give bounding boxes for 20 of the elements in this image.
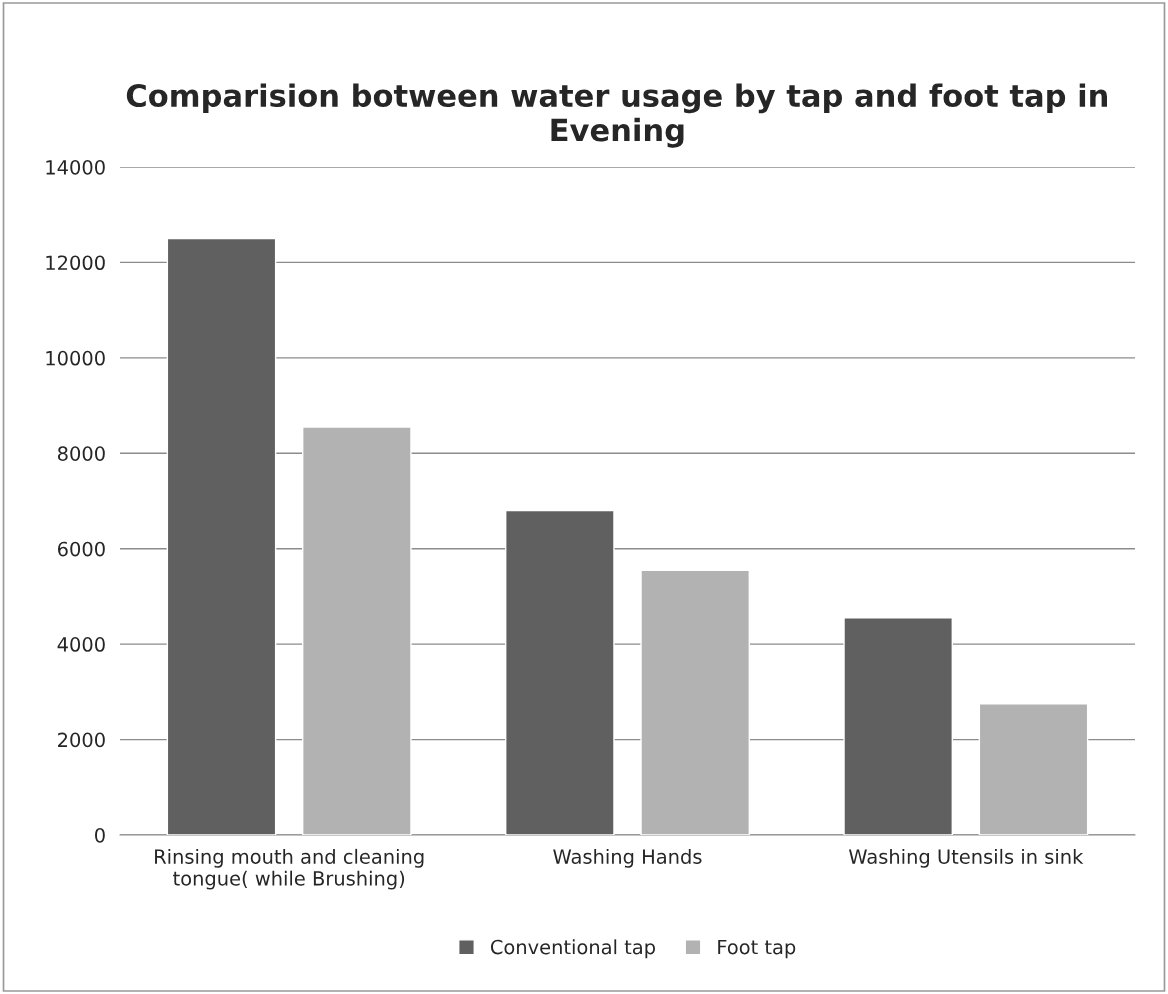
bar	[166, 237, 277, 835]
y-tick-label: 12000	[46, 255, 105, 271]
x-tick-label: Rinsing mouth and cleaning tongue( while Brushing)	[155, 848, 424, 890]
bar	[978, 703, 1089, 835]
y-tick-label: 2000	[58, 732, 105, 748]
bar	[843, 617, 953, 835]
bar	[505, 509, 615, 835]
chart-title: Comparision botween water usage by tap and foot tap in Evening	[126, 83, 1107, 148]
y-tick-label: 14000	[46, 159, 105, 175]
y-tick-label: 8000	[57, 446, 105, 461]
y-tick-label: 0	[95, 827, 105, 843]
legend-label: Foot tap	[718, 939, 796, 959]
y-tick-label: 10000	[46, 350, 105, 366]
bar	[640, 569, 750, 835]
bar	[302, 426, 412, 835]
y-tick-label: 6000	[57, 541, 105, 557]
legend-label: Conventional tap	[490, 939, 655, 959]
x-tick-label: Washing Hands	[553, 848, 702, 868]
x-tick-label: Washing Utensils in sink	[848, 848, 1084, 868]
y-tick-label: 4000	[57, 637, 105, 652]
